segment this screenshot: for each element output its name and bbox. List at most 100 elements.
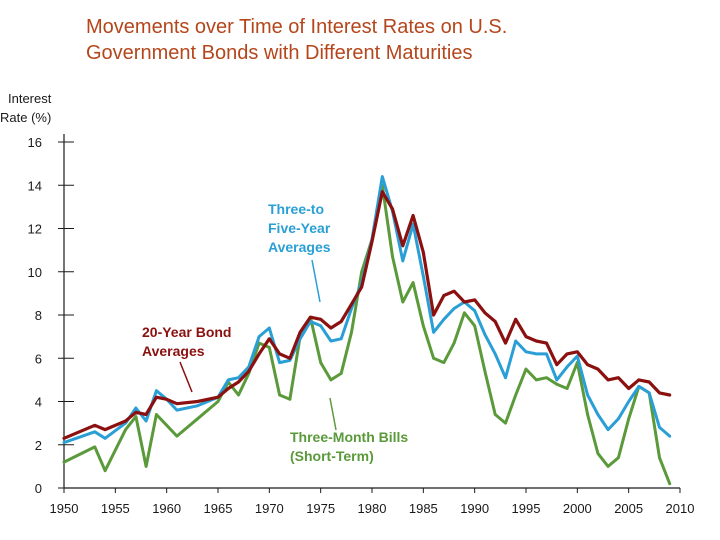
data-point-long bbox=[411, 214, 415, 217]
data-point-mid bbox=[237, 376, 240, 380]
annotation-short-line-1: Three-Month Bills bbox=[290, 429, 408, 445]
data-point-mid bbox=[586, 393, 589, 397]
data-point-short bbox=[196, 417, 199, 421]
data-point-long bbox=[134, 411, 138, 414]
data-point-short bbox=[329, 378, 333, 382]
data-point-long bbox=[647, 380, 651, 384]
data-point-mid bbox=[545, 352, 548, 356]
data-point-short bbox=[288, 398, 292, 401]
series-long bbox=[62, 190, 672, 440]
data-point-mid bbox=[319, 324, 323, 328]
annotation-mid-line-2: Five-Year bbox=[268, 220, 331, 236]
data-point-short bbox=[350, 331, 353, 334]
data-point-mid bbox=[381, 175, 384, 178]
data-point-long bbox=[524, 335, 528, 338]
data-point-short bbox=[165, 424, 168, 427]
data-point-short bbox=[627, 417, 630, 421]
data-point-short bbox=[514, 393, 517, 397]
data-point-long bbox=[257, 352, 261, 356]
data-point-short bbox=[155, 413, 158, 416]
data-point-mid bbox=[565, 365, 569, 369]
data-point-short bbox=[103, 469, 107, 473]
annotations: Three-to Five-Year Averages 20-Year Bond… bbox=[142, 201, 408, 464]
data-point-mid bbox=[432, 331, 435, 334]
data-point-long bbox=[401, 244, 405, 248]
data-point-long bbox=[504, 341, 507, 345]
data-point-long bbox=[360, 285, 364, 289]
y-tick-label: 8 bbox=[35, 308, 42, 323]
annotation-short-pointer bbox=[329, 397, 337, 431]
data-point-long bbox=[576, 350, 579, 354]
y-axis-label-line-2: Rate (%) bbox=[0, 110, 51, 125]
data-point-mid bbox=[637, 385, 641, 388]
data-point-short bbox=[432, 357, 435, 360]
series-line-long bbox=[62, 190, 672, 440]
x-tick-label: 1965 bbox=[204, 501, 233, 516]
x-tick-label: 2000 bbox=[563, 501, 592, 516]
data-point-mid bbox=[493, 352, 497, 356]
data-point-short bbox=[216, 400, 220, 403]
data-point-long bbox=[606, 378, 610, 382]
data-point-mid bbox=[329, 339, 333, 343]
y-tick-label: 4 bbox=[35, 395, 42, 410]
data-point-mid bbox=[93, 430, 97, 434]
data-point-mid bbox=[504, 376, 507, 380]
data-point-mid bbox=[196, 404, 199, 408]
data-point-long bbox=[658, 391, 661, 395]
x-tick-label: 1970 bbox=[255, 501, 284, 516]
x-tick-label: 2005 bbox=[614, 501, 643, 516]
x-tick-label: 1990 bbox=[460, 501, 489, 516]
data-point-short bbox=[555, 382, 559, 386]
data-point-long bbox=[637, 378, 641, 382]
data-point-short bbox=[504, 421, 507, 425]
data-point-long bbox=[298, 331, 302, 334]
data-point-long bbox=[309, 315, 312, 319]
data-point-long bbox=[155, 395, 158, 399]
y-tick-label: 2 bbox=[35, 438, 42, 453]
data-point-long bbox=[329, 326, 333, 330]
series-layer bbox=[62, 175, 672, 486]
y-tick-label: 0 bbox=[35, 481, 42, 496]
data-point-short bbox=[339, 372, 343, 375]
data-point-mid bbox=[647, 391, 651, 395]
data-point-long bbox=[535, 339, 538, 343]
x-tick-label: 1980 bbox=[358, 501, 387, 516]
data-point-short bbox=[278, 393, 281, 397]
data-point-long bbox=[627, 387, 630, 390]
data-point-mid bbox=[452, 307, 456, 310]
data-point-long bbox=[278, 352, 281, 356]
data-point-short bbox=[411, 281, 415, 284]
data-point-mid bbox=[144, 419, 148, 423]
data-point-short bbox=[62, 460, 66, 464]
data-point-long bbox=[668, 393, 671, 397]
data-point-mid bbox=[555, 378, 559, 382]
data-point-long bbox=[422, 251, 425, 254]
data-point-short bbox=[360, 270, 364, 274]
x-tick-label: 2010 bbox=[666, 501, 695, 516]
y-tick-label: 14 bbox=[28, 178, 42, 193]
data-point-long bbox=[165, 398, 168, 401]
chart-title-line-1: Movements over Time of Interest Rates on… bbox=[86, 16, 508, 38]
data-point-long bbox=[247, 369, 251, 373]
data-point-short bbox=[401, 300, 405, 304]
data-point-short bbox=[535, 378, 538, 382]
data-point-mid bbox=[339, 337, 343, 341]
data-point-long bbox=[288, 357, 292, 360]
data-point-long bbox=[493, 320, 497, 323]
y-tick-label: 12 bbox=[28, 222, 42, 237]
annotation-long-line-1: 20-Year Bond bbox=[142, 324, 231, 340]
data-point-short bbox=[93, 445, 97, 449]
data-point-short bbox=[483, 369, 487, 373]
data-point-short bbox=[596, 452, 600, 455]
data-point-long bbox=[319, 318, 323, 321]
annotation-long-line-2: Averages bbox=[142, 343, 205, 359]
data-point-short bbox=[319, 361, 323, 364]
data-point-short bbox=[524, 367, 528, 371]
data-point-long bbox=[381, 190, 384, 193]
data-point-long bbox=[175, 402, 179, 406]
data-point-long bbox=[586, 363, 589, 367]
data-point-mid bbox=[155, 389, 158, 393]
y-axis-label-line-1: Interest bbox=[8, 91, 52, 106]
data-point-short bbox=[124, 428, 127, 431]
